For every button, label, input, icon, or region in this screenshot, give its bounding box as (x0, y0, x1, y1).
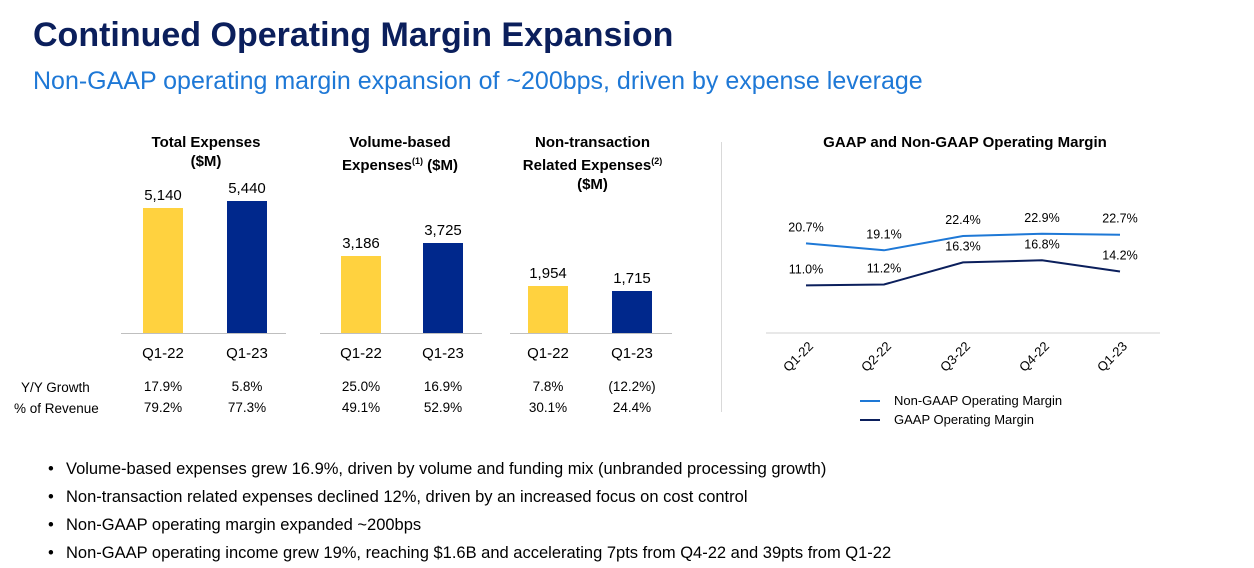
bullet-text: Non-GAAP operating income grew 19%, reac… (66, 544, 892, 562)
bar-value-label: 1,954 (529, 264, 567, 282)
legend-label-non-gaap: Non-GAAP Operating Margin (894, 393, 1063, 408)
bullet-dot: • (48, 544, 54, 562)
x-tick-label: Q1-22 (780, 339, 816, 375)
pct-revenue-value: 49.1% (341, 400, 381, 415)
bar-q1-23 (227, 201, 267, 333)
pct-revenue-value: 30.1% (528, 400, 568, 415)
bar-value-label: 3,725 (424, 221, 462, 239)
legend-label-gaap: GAAP Operating Margin (894, 412, 1034, 427)
data-label: 16.3% (945, 239, 980, 253)
chart-title-line: ($M) (577, 176, 608, 193)
chart-title-line: Related Expenses(2) (510, 152, 675, 175)
bar-value-label: 3,186 (342, 234, 380, 252)
yoy-growth-value: 25.0% (341, 379, 381, 394)
bar-value-label: 1,715 (613, 270, 651, 288)
x-tick-label: Q1-23 (1094, 339, 1130, 375)
bar-q1-22 (528, 285, 568, 333)
key-points-list: • Volume-based expenses grew 16.9%, drive… (48, 455, 891, 567)
chart-title-non-transaction: Non-transaction Related Expenses(2) ($M) (510, 133, 675, 194)
chart-title-volume-based: Volume-based Expenses(1) ($M) (320, 133, 480, 175)
page-subtitle: Non-GAAP operating margin expansion of ~… (33, 67, 923, 95)
data-label: 22.9% (1024, 211, 1059, 225)
series-line-gaap (805, 259, 1121, 287)
chart-baseline (121, 333, 286, 334)
chart-title-total-expenses: Total Expenses ($M) (126, 133, 286, 171)
chart-title-operating-margin: GAAP and Non-GAAP Operating Margin (823, 134, 1107, 151)
legend-swatch-non-gaap (860, 399, 880, 402)
pct-revenue-value: 24.4% (612, 400, 652, 415)
data-label: 14.2% (1102, 249, 1137, 263)
bar-q1-22 (341, 255, 381, 333)
chart-legend: Non-GAAP Operating Margin GAAP Operating… (860, 391, 1062, 429)
list-item: • Non-GAAP operating margin expanded ~200… (48, 511, 891, 539)
bar-value-label: 5,440 (228, 180, 266, 197)
chart-title-line: Total Expenses (151, 134, 261, 151)
data-label: 20.7% (788, 220, 823, 234)
page-title: Continued Operating Margin Expansion (33, 16, 674, 54)
bar-value-label: 5,140 (144, 187, 182, 205)
chart-title-part: Related Expenses (522, 157, 652, 174)
chart-title-line: Expenses(1) ($M) (320, 152, 480, 175)
data-label: 22.7% (1102, 212, 1137, 226)
category-label: Q1-22 (340, 345, 382, 362)
x-tick-label: Q2-22 (858, 339, 894, 375)
chart-baseline (320, 333, 482, 334)
bar-q1-22 (143, 208, 183, 333)
bullet-text: Non-GAAP operating margin expanded ~200b… (66, 516, 422, 534)
row-label-yoy-growth: Y/Y Growth (21, 380, 90, 395)
data-label: 11.0% (789, 262, 824, 276)
footnote-marker: (1) (412, 156, 424, 166)
data-label: 22.4% (945, 213, 980, 227)
category-label: Q1-23 (226, 345, 268, 362)
bullet-dot: • (48, 488, 54, 506)
yoy-growth-value: 16.9% (423, 379, 463, 394)
bullet-text: Volume-based expenses grew 16.9%, driven… (66, 460, 827, 478)
yoy-growth-value: 7.8% (532, 379, 564, 394)
chart-baseline (510, 333, 672, 334)
bar-q1-23 (423, 242, 463, 333)
yoy-growth-value: 5.8% (231, 379, 263, 394)
data-label: 16.8% (1024, 237, 1059, 251)
section-divider (721, 142, 722, 412)
footnote-marker: (2) (651, 156, 663, 166)
chart-title-line: Non-transaction (534, 134, 650, 151)
chart-title-line: Volume-based (349, 134, 451, 151)
data-label: 11.2% (867, 262, 902, 276)
list-item: • Non-transaction related expenses declin… (48, 483, 891, 511)
chart-title-part: Expenses (341, 157, 413, 174)
category-label: Q1-22 (142, 345, 184, 362)
series-line-non-gaap (805, 232, 1121, 252)
x-tick-label: Q4-22 (1016, 339, 1052, 375)
pct-revenue-value: 79.2% (143, 400, 183, 415)
bullet-dot: • (48, 460, 54, 478)
data-label: 19.1% (866, 227, 901, 241)
bullet-text: Non-transaction related expenses decline… (66, 488, 748, 506)
list-item: • Non-GAAP operating income grew 19%, rea… (48, 539, 891, 567)
category-label: Q1-22 (527, 345, 569, 362)
legend-swatch-gaap (860, 418, 880, 421)
list-item: • Volume-based expenses grew 16.9%, drive… (48, 455, 891, 483)
chart-title-part: ($M) (423, 157, 459, 174)
x-tick-label: Q3-22 (937, 339, 973, 375)
yoy-growth-value: (12.2%) (608, 379, 656, 394)
legend-item-gaap: GAAP Operating Margin (860, 410, 1062, 429)
category-label: Q1-23 (611, 345, 653, 362)
bullet-dot: • (48, 516, 54, 534)
chart-title-line: ($M) (190, 153, 222, 170)
row-label-pct-revenue: % of Revenue (14, 401, 99, 416)
category-label: Q1-23 (422, 345, 464, 362)
yoy-growth-value: 17.9% (143, 379, 183, 394)
legend-item-non-gaap: Non-GAAP Operating Margin (860, 391, 1062, 410)
pct-revenue-value: 77.3% (227, 400, 267, 415)
bar-q1-23 (612, 291, 652, 333)
pct-revenue-value: 52.9% (423, 400, 463, 415)
